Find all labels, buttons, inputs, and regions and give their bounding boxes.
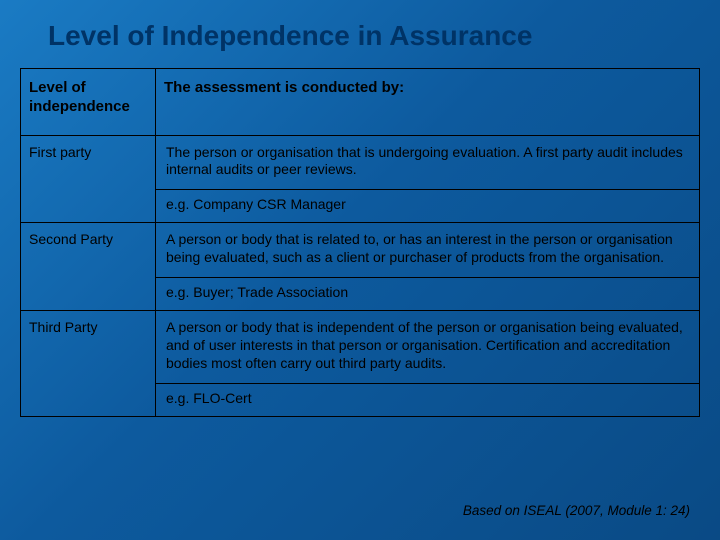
cell-level-2: Second Party <box>21 223 156 311</box>
cell-eg-1: e.g. Company CSR Manager <box>156 190 700 223</box>
cell-desc-1: The person or organisation that is under… <box>156 135 700 190</box>
cell-desc-3: A person or body that is independent of … <box>156 311 700 384</box>
independence-table: Level of independence The assessment is … <box>20 68 700 417</box>
cell-desc-2: A person or body that is related to, or … <box>156 223 700 278</box>
table-row: Second Party A person or body that is re… <box>21 223 700 278</box>
footnote: Based on ISEAL (2007, Module 1: 24) <box>463 503 690 518</box>
slide-title: Level of Independence in Assurance <box>0 0 720 68</box>
header-level: Level of independence <box>21 69 156 136</box>
table-container: Level of independence The assessment is … <box>0 68 720 417</box>
cell-level-1: First party <box>21 135 156 223</box>
table-row: Third Party A person or body that is ind… <box>21 311 700 384</box>
table-row: First party The person or organisation t… <box>21 135 700 190</box>
header-desc: The assessment is conducted by: <box>156 69 700 136</box>
table-header-row: Level of independence The assessment is … <box>21 69 700 136</box>
cell-level-3: Third Party <box>21 311 156 417</box>
cell-eg-3: e.g. FLO-Cert <box>156 383 700 416</box>
cell-eg-2: e.g. Buyer; Trade Association <box>156 278 700 311</box>
